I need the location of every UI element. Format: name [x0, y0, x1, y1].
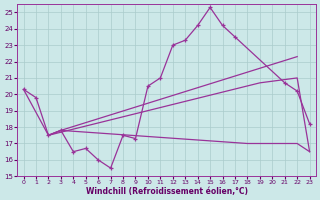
X-axis label: Windchill (Refroidissement éolien,°C): Windchill (Refroidissement éolien,°C): [85, 187, 248, 196]
